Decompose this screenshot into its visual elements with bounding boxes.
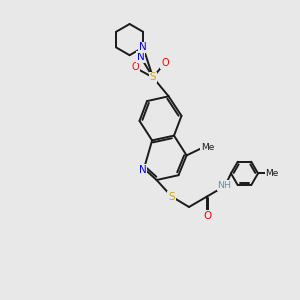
Text: N: N [139,42,147,52]
Text: O: O [131,62,139,72]
Text: O: O [203,211,211,221]
Text: S: S [168,191,175,202]
Text: N: N [139,165,146,175]
Text: S: S [150,72,156,82]
Text: Me: Me [201,142,214,152]
Text: Me: Me [266,169,279,178]
Text: NH: NH [218,181,231,190]
Text: N: N [136,52,144,62]
Text: O: O [161,58,169,68]
